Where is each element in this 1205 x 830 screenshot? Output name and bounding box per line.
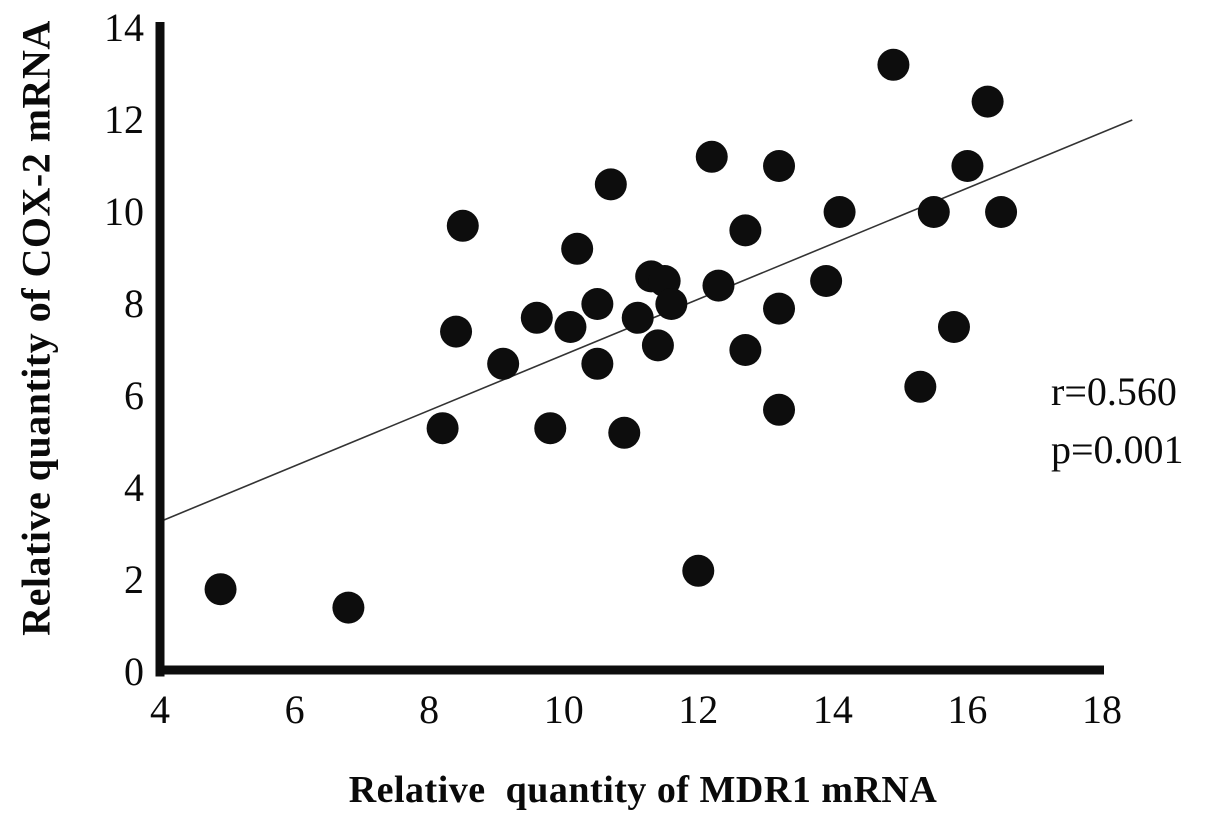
data-point — [729, 334, 762, 366]
x-tick-label: 8 — [419, 687, 439, 732]
correlation-coefficient-annotation: r=0.560 — [1051, 369, 1177, 414]
y-tick-label: 6 — [124, 373, 144, 418]
data-point — [904, 370, 937, 403]
data-point — [823, 196, 856, 228]
data-point — [520, 301, 553, 334]
y-axis-label: Relative quantity of COX-2 mRNA — [13, 20, 59, 636]
data-point — [534, 412, 567, 445]
data-point — [581, 288, 614, 320]
data-point — [917, 196, 950, 228]
y-tick-label: 10 — [104, 189, 144, 234]
data-point — [763, 150, 796, 182]
data-point — [440, 315, 473, 348]
x-tick-label: 14 — [813, 687, 853, 732]
data-point — [763, 393, 796, 426]
x-tick-label: 10 — [544, 687, 584, 732]
data-point — [951, 150, 984, 182]
data-point — [641, 329, 674, 362]
x-tick-label: 18 — [1082, 687, 1122, 732]
data-point — [877, 48, 910, 81]
data-point — [608, 416, 641, 449]
x-tick-label: 12 — [678, 687, 718, 732]
x-axis-label: Relative quantity of MDR1 mRNA — [348, 769, 938, 811]
data-point — [332, 591, 365, 624]
data-point — [594, 168, 627, 201]
y-tick-label: 14 — [104, 5, 144, 50]
data-point — [695, 140, 728, 173]
data-point — [581, 347, 614, 380]
y-tick-label: 8 — [124, 281, 144, 326]
data-point — [702, 269, 735, 302]
data-point — [446, 209, 479, 242]
x-tick-label: 16 — [947, 687, 987, 732]
p-value-annotation: p=0.001 — [1051, 427, 1184, 472]
data-point — [426, 412, 459, 445]
data-point — [937, 311, 970, 343]
data-point — [810, 265, 843, 297]
y-tick-label: 12 — [104, 97, 144, 142]
data-point — [204, 573, 237, 606]
data-point — [985, 196, 1018, 228]
data-point — [763, 292, 796, 325]
data-point — [729, 214, 762, 247]
y-tick-label: 4 — [124, 465, 144, 510]
data-point — [621, 301, 654, 334]
data-point — [487, 347, 520, 380]
data-point — [561, 232, 594, 265]
data-point — [682, 554, 715, 587]
x-tick-label: 6 — [285, 687, 305, 732]
x-tick-label: 4 — [150, 687, 170, 732]
data-point — [971, 85, 1004, 118]
data-point — [554, 311, 587, 343]
y-tick-label: 2 — [124, 557, 144, 602]
y-tick-label: 0 — [124, 649, 144, 694]
data-point — [655, 288, 688, 320]
